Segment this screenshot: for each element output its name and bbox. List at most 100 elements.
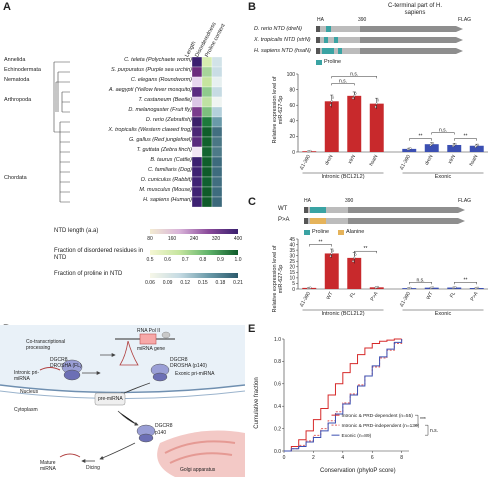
heatmap-cell-length xyxy=(192,176,203,188)
heatmap-cell-length xyxy=(192,106,203,118)
colorbar-tick: 0.8 xyxy=(199,257,207,263)
data-point xyxy=(330,100,333,103)
colorbar-tick: 160 xyxy=(167,236,177,242)
heatmap-cell-proline xyxy=(211,166,223,178)
y-tick-label: 100 xyxy=(287,72,296,78)
c-alanine-label: Alanine xyxy=(346,229,365,235)
colorbar-tick: 0.06 xyxy=(145,280,155,286)
heatmap-cell-length xyxy=(192,146,203,158)
x-tick-label: Δ1-390 xyxy=(299,291,312,308)
x-tick-label: FL xyxy=(449,291,457,299)
heatmap-cell-proline xyxy=(211,126,223,138)
species-label: X. tropicalis (Western clawed frog) xyxy=(108,127,192,133)
panel-d: RNA Pol II miRNA gene Co-transcriptional… xyxy=(0,325,245,477)
sig-bracket xyxy=(431,132,455,135)
x-tick-label: xtrN xyxy=(347,154,357,165)
heatmap-cell-length xyxy=(192,136,203,148)
data-point xyxy=(331,96,334,99)
sig-bracket xyxy=(331,76,377,79)
heatmap-cell-proline xyxy=(211,176,223,188)
heatmap-cell-proline xyxy=(211,86,223,98)
phylum-echinodermata: Echinodermata xyxy=(4,67,41,73)
heatmap-cell-disorder xyxy=(201,57,213,68)
x-tick-label: Δ1-390 xyxy=(399,154,412,171)
heatmap-cell-disorder xyxy=(201,176,213,188)
bar xyxy=(402,148,417,152)
species-label: C. teleta (Polychaete worm) xyxy=(124,57,192,63)
c-proline-swatch xyxy=(304,230,310,235)
y-tick-label: 0.0 xyxy=(274,449,281,455)
sig-bracket xyxy=(354,250,377,254)
heatmap-cell-length xyxy=(192,76,203,88)
b-header: C-terminal part of H. sapiens xyxy=(387,3,442,16)
heatmap-cell-length xyxy=(192,66,203,78)
colorbar-tick: 0.9 xyxy=(216,257,224,263)
y-tick-label: 20 xyxy=(289,265,295,271)
heatmap-cell-length xyxy=(192,156,203,168)
data-point xyxy=(309,286,312,289)
y-tick-label: 80 xyxy=(289,87,295,93)
data-point xyxy=(375,102,378,105)
d-nucleus: Nucleus xyxy=(20,389,39,395)
data-point xyxy=(352,260,355,263)
sig-label: n.s. xyxy=(339,78,347,84)
sig-label: ** xyxy=(364,246,368,252)
c-alanine-swatch xyxy=(338,230,344,235)
b-construct-dre: D. rerio NTD (dreN) xyxy=(254,26,302,32)
b-bar-chart: 0 20 40 60 80 100 Δ1-390 dreN xtrN hsaN Δ1-390 dreN… xyxy=(287,71,488,180)
species-label: B. taurus (Cattle) xyxy=(150,157,192,163)
heatmap-cell-disorder xyxy=(201,76,213,88)
sig-bracket xyxy=(454,282,477,285)
sig-label: n.s. xyxy=(430,428,438,434)
colorbar-tick: 320 xyxy=(211,236,221,242)
group-label-intronic: Intronic (BCL2L2) xyxy=(321,311,364,317)
species-label: T. guttata (Zebra finch) xyxy=(136,147,192,153)
legend-label: Exonic (n=89) xyxy=(342,433,372,439)
y-tick-label: 0.4 xyxy=(274,404,281,410)
x-tick-label: dreN xyxy=(324,154,335,167)
sig-label: ** xyxy=(464,134,468,140)
heatmap-cell-proline xyxy=(211,146,223,158)
heatmap-cell-proline xyxy=(211,57,223,68)
b-ha: HA xyxy=(317,17,324,23)
x-tick-label: FL xyxy=(349,291,357,299)
heatmap-cell-length xyxy=(192,166,203,178)
b-proline-label: Proline xyxy=(324,59,342,65)
d-cytoplasm: Cytoplasm xyxy=(14,407,38,413)
data-point xyxy=(353,94,356,97)
data-point xyxy=(352,97,355,100)
heatmap-cell-length xyxy=(192,116,203,128)
heatmap-cell-proline xyxy=(211,136,223,148)
sig-bracket xyxy=(409,282,432,285)
x-tick-label: xtrN xyxy=(447,154,457,165)
colorbar-tick: 0.7 xyxy=(181,257,189,263)
colorbar-tick: 0.6 xyxy=(164,257,172,263)
bar xyxy=(347,257,362,289)
group-label-exonic: Exonic xyxy=(435,174,452,180)
d-rna-pol: RNA Pol II xyxy=(137,328,161,334)
heatmap-cell-proline xyxy=(211,156,223,168)
y-tick-label: 0 xyxy=(292,287,295,293)
data-point xyxy=(431,286,435,289)
data-point xyxy=(376,99,379,102)
phylum-chordata: Chordata xyxy=(4,175,27,181)
sig-label: *** xyxy=(420,417,426,423)
x-tick-label: dreN xyxy=(424,154,435,167)
y-tick-label: 60 xyxy=(289,103,295,109)
sig-bracket xyxy=(415,414,419,426)
sig-label: n.s. xyxy=(350,71,358,77)
group-label-intronic: Intronic (BCL2L2) xyxy=(321,174,364,180)
heatmap-cell-disorder xyxy=(201,196,213,207)
colorbar-tick: 0.18 xyxy=(215,280,226,286)
heatmap-cell-length xyxy=(192,57,203,68)
panel-e: Cumulative fraction 0.0 0.2 0.4 0.6 0.8 1.0 0 2… xyxy=(250,325,500,477)
heatmap-cell-disorder xyxy=(201,86,213,98)
panel-label-c: C xyxy=(248,196,256,208)
x-tick-label: P>A xyxy=(469,290,479,302)
sig-bracket xyxy=(331,83,355,86)
series-line-0 xyxy=(284,338,402,452)
heatmap-cell-disorder xyxy=(201,186,213,198)
colorbar-tick: 0.15 xyxy=(197,280,208,286)
bar xyxy=(469,145,484,152)
d-dgcr8-top: DGCR8 xyxy=(50,357,68,363)
